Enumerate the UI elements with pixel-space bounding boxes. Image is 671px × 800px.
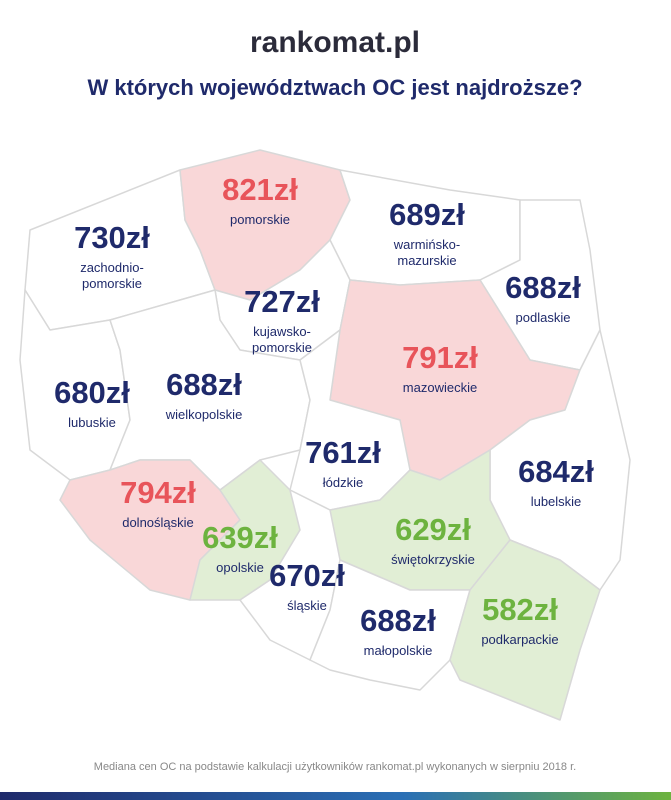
region-name: małopolskie: [364, 643, 433, 658]
region-name: łódzkie: [323, 475, 363, 490]
region-name: podkarpackie: [481, 632, 558, 647]
region-labels: 730zł zachodnio-pomorskie 821zł pomorskie 68…: [54, 172, 594, 658]
region-price: 688zł: [360, 603, 436, 638]
region-price: 727zł: [244, 284, 320, 319]
region-price: 689zł: [389, 197, 465, 232]
map: [19, 149, 631, 721]
region-price: 680zł: [54, 375, 130, 410]
region-name: warmińsko-mazurskie: [393, 237, 460, 268]
region-shape: [449, 539, 601, 721]
region-shape: [109, 289, 311, 491]
region-price: 684zł: [518, 454, 594, 489]
region-name: zachodnio-pomorskie: [80, 260, 144, 291]
region-price: 794zł: [120, 475, 196, 510]
region-name: lubuskie: [68, 415, 116, 430]
region-name: mazowieckie: [403, 380, 477, 395]
region-price: 629zł: [395, 512, 471, 547]
footer-note: Mediana cen OC na podstawie kalkulacji u…: [94, 761, 576, 773]
region-shape: [239, 489, 341, 661]
logo: rankomat.pl: [250, 26, 420, 59]
region-price: 639zł: [202, 520, 278, 555]
region-name: wielkopolskie: [165, 407, 243, 422]
region-name: świętokrzyskie: [391, 552, 475, 567]
region-name: opolskie: [216, 560, 264, 575]
region-name: kujawsko-pomorskie: [252, 324, 312, 355]
title: W których województwach OC jest najdrożs…: [87, 75, 582, 100]
region-price: 791zł: [402, 340, 478, 375]
region-name: pomorskie: [230, 212, 290, 227]
region-name: lubelskie: [531, 494, 582, 509]
region-price: 688zł: [166, 367, 242, 402]
region-name: śląskie: [287, 598, 327, 613]
bottom-bar: [0, 792, 671, 800]
region-price: 670zł: [269, 558, 345, 593]
region-shape: [309, 559, 471, 691]
region-price: 730zł: [74, 220, 150, 255]
region-price: 761zł: [305, 435, 381, 470]
region-name: dolnośląskie: [122, 515, 194, 530]
region-price: 821zł: [222, 172, 298, 207]
region-name: podlaskie: [516, 310, 571, 325]
region-price: 582zł: [482, 592, 558, 627]
region-price: 688zł: [505, 270, 581, 305]
